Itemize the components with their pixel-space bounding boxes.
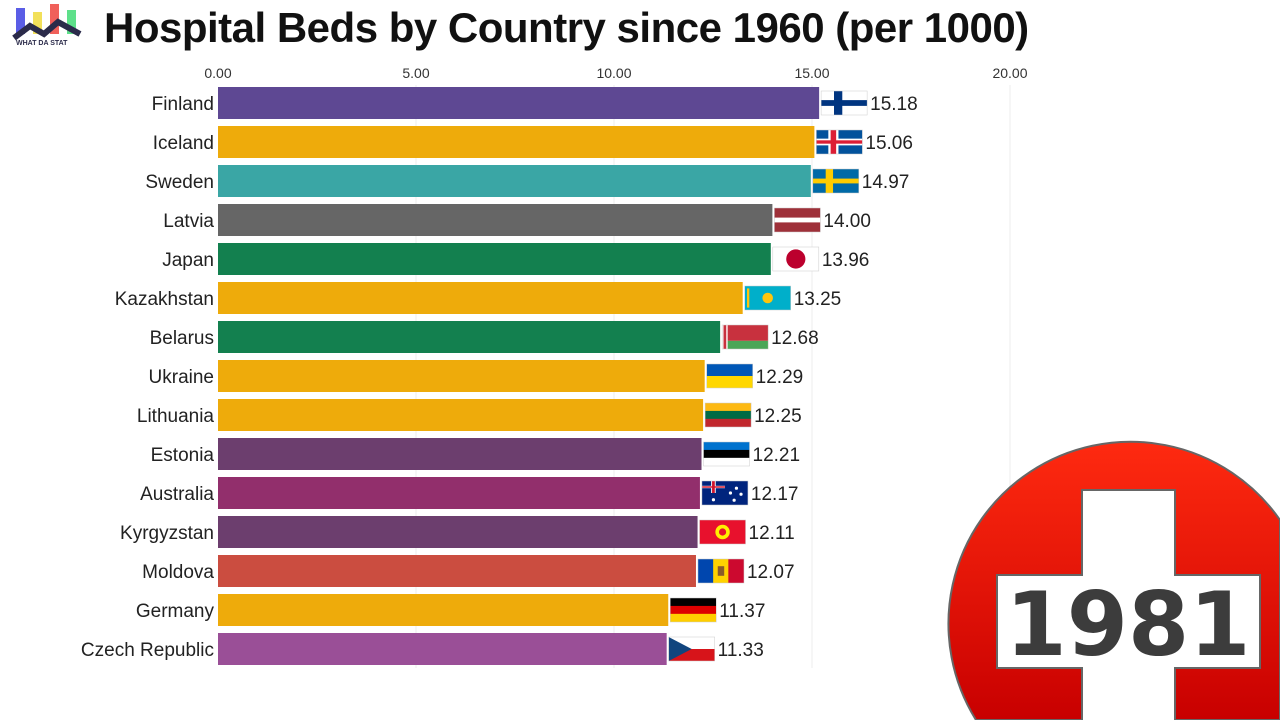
value-label: 12.25 (754, 406, 802, 427)
x-tick-label: 20.00 (992, 65, 1027, 81)
flag-lt-icon (704, 402, 752, 428)
flag-ua-icon (706, 363, 753, 389)
bar (218, 360, 705, 392)
flag-fi-icon (820, 90, 868, 116)
category-label: Lithuania (137, 406, 215, 427)
flag-kg-icon (699, 519, 746, 545)
value-label: 12.21 (753, 445, 801, 466)
flag-ee-icon (703, 441, 750, 467)
category-label: Estonia (151, 445, 215, 466)
value-label: 14.97 (862, 172, 910, 193)
flag-cz-icon (668, 636, 715, 662)
chart-title: Hospital Beds by Country since 1960 (per… (104, 4, 1029, 51)
logo (12, 2, 84, 52)
value-label: 15.18 (870, 94, 918, 115)
category-label: Japan (162, 250, 214, 271)
bar (218, 282, 743, 314)
x-tick-label: 0.00 (204, 65, 231, 81)
bar (218, 87, 820, 119)
flag-lv-icon (774, 207, 821, 233)
flag-de-icon (670, 597, 717, 623)
value-label: 12.07 (747, 562, 795, 583)
bar (218, 399, 704, 431)
category-label: Czech Republic (81, 640, 214, 661)
flag-is-icon (816, 129, 863, 155)
value-label: 12.29 (756, 367, 804, 388)
category-label: Australia (140, 484, 214, 505)
category-label: Belarus (150, 328, 214, 349)
x-tick-label: 15.00 (794, 65, 829, 81)
bar (218, 633, 667, 665)
flag-se-icon (812, 168, 860, 194)
value-label: 12.68 (771, 328, 819, 349)
category-label: Latvia (163, 211, 214, 232)
value-label: 11.37 (719, 601, 765, 622)
value-label: 13.96 (822, 250, 870, 271)
flag-kz-icon (744, 285, 791, 311)
value-label: 14.00 (823, 211, 871, 232)
x-tick-label: 5.00 (402, 65, 429, 81)
bar (218, 438, 702, 470)
category-label: Iceland (153, 133, 214, 154)
flag-by-icon (721, 324, 769, 350)
value-label: 15.06 (865, 133, 913, 154)
flag-au-icon (701, 480, 749, 506)
value-label: 12.17 (751, 484, 799, 505)
category-label: Germany (136, 601, 215, 622)
value-label: 13.25 (794, 289, 842, 310)
value-label: 12.11 (749, 523, 795, 544)
bar (218, 165, 811, 197)
category-label: Finland (152, 94, 214, 115)
bar (218, 594, 669, 626)
category-label: Kazakhstan (115, 289, 214, 310)
bar (218, 516, 698, 548)
category-label: Sweden (145, 172, 214, 193)
category-label: Moldova (142, 562, 214, 583)
bar (218, 477, 700, 509)
flag-md-icon (697, 558, 745, 584)
flag-jp-icon (772, 246, 820, 272)
bar (218, 126, 815, 158)
bar (218, 555, 696, 587)
value-label: 11.33 (718, 640, 764, 661)
logo-text: WHAT DA STAT (16, 40, 68, 47)
bar (218, 243, 771, 275)
category-label: Kyrgyzstan (120, 523, 214, 544)
bar (218, 204, 773, 236)
category-label: Ukraine (149, 367, 214, 388)
x-tick-label: 10.00 (596, 65, 631, 81)
bar (218, 321, 721, 353)
